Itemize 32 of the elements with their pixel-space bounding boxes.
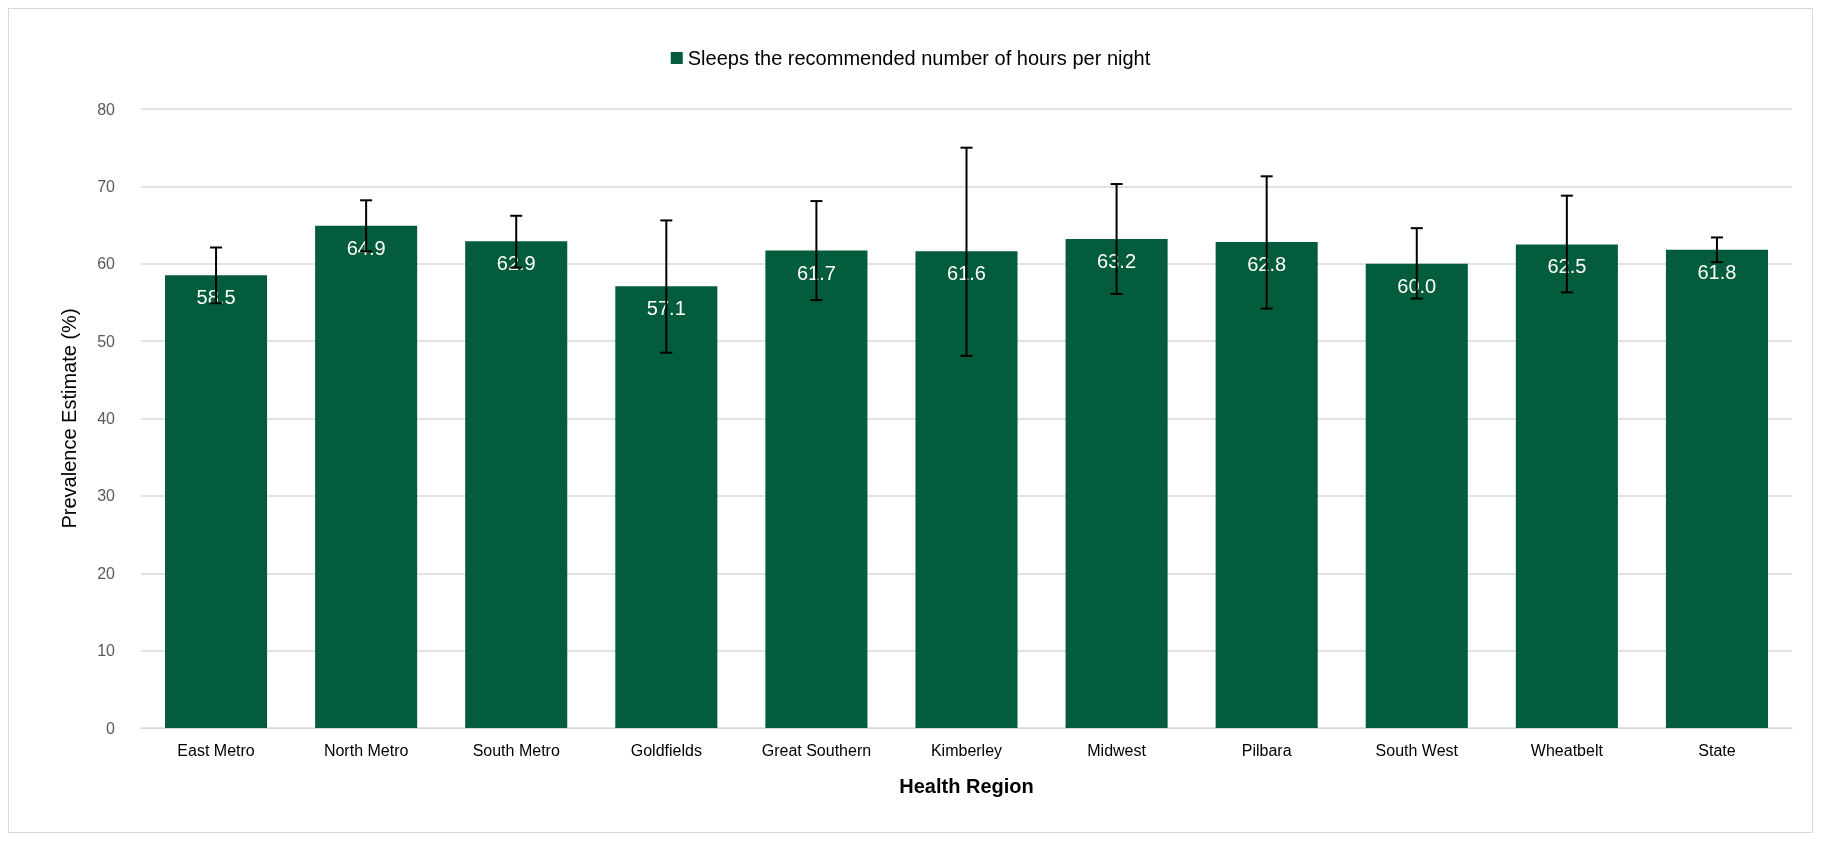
data-label: 62.9: [496, 252, 536, 275]
x-tick-label: State: [1698, 741, 1736, 759]
data-label: 64.9: [346, 236, 386, 259]
y-tick-label: 50: [97, 332, 116, 350]
y-tick-label: 80: [97, 100, 116, 118]
data-label: 61.7: [796, 261, 836, 284]
y-tick-label: 30: [97, 487, 116, 505]
y-tick-label: 70: [97, 177, 116, 195]
x-tick-label: Kimberley: [930, 741, 1003, 759]
data-label: 62.8: [1247, 253, 1287, 276]
x-tick-label: East Metro: [177, 741, 255, 759]
x-tick-label: Midwest: [1087, 741, 1147, 759]
data-label: 60.0: [1397, 274, 1437, 297]
data-label: 62.5: [1547, 255, 1587, 278]
y-tick-label: 0: [106, 719, 116, 737]
x-axis-title: Health Region: [899, 775, 1034, 797]
x-tick-label: Goldfields: [630, 741, 702, 759]
x-tick-label: Wheatbelt: [1530, 741, 1604, 759]
y-tick-label: 40: [97, 410, 116, 427]
x-tick-label: South West: [1375, 741, 1459, 759]
x-tick-label: Great Southern: [761, 741, 872, 759]
legend-label: Sleeps the recommended number of hours per night: [687, 47, 1151, 69]
x-tick-label: North Metro: [323, 741, 409, 759]
y-tick-label: 20: [97, 564, 116, 582]
x-tick-label: Pilbara: [1241, 741, 1292, 759]
x-tick-label: South Metro: [472, 741, 560, 759]
y-tick-label: 10: [97, 642, 116, 660]
data-label: 57.1: [646, 297, 686, 320]
data-label: 61.6: [947, 262, 986, 285]
data-label: 61.8: [1697, 260, 1737, 283]
y-tick-label: 60: [97, 255, 116, 273]
y-axis-title: Prevalence Estimate (%): [58, 308, 80, 529]
